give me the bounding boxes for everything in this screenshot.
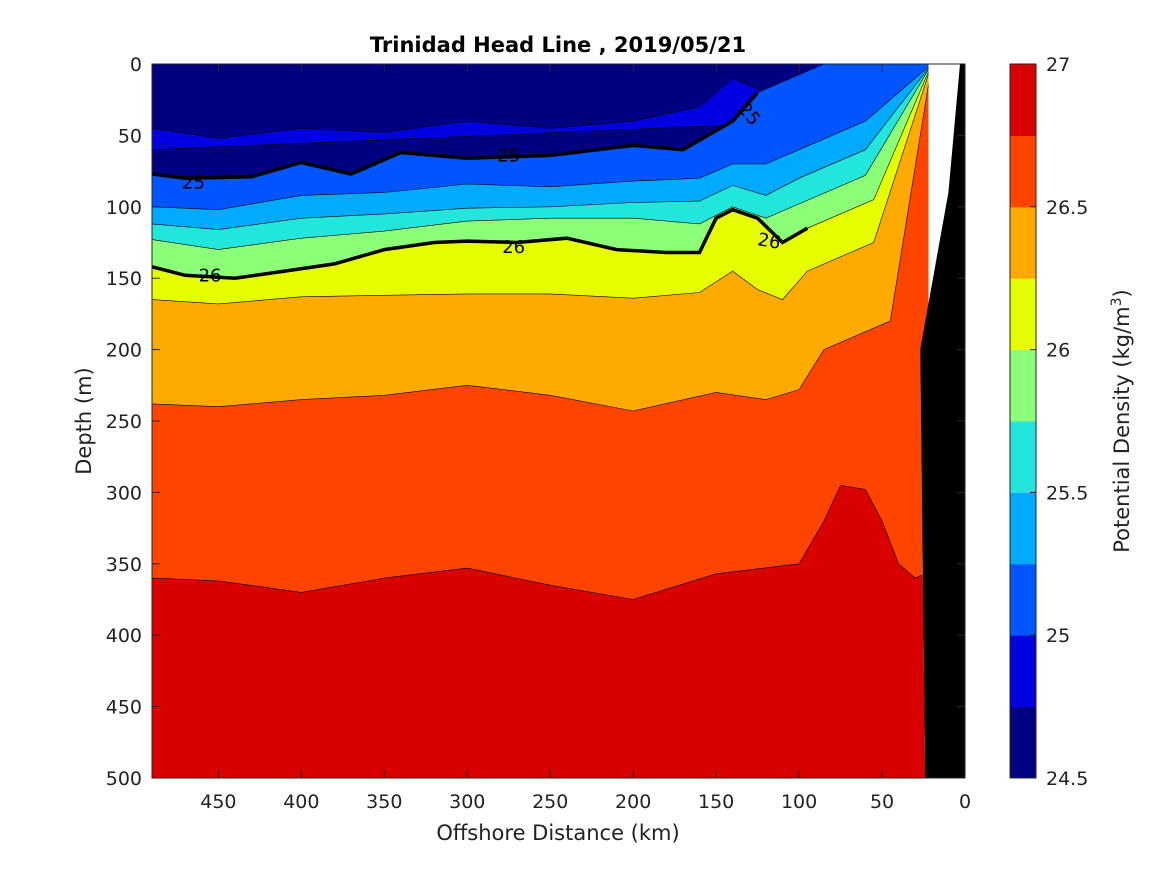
chart-title: Trinidad Head Line , 2019/05/21 bbox=[370, 33, 746, 57]
colorbar-tick-label: 25 bbox=[1046, 625, 1070, 647]
y-tick-label: 100 bbox=[106, 197, 142, 219]
colorbar-tick-label: 24.5 bbox=[1046, 768, 1088, 790]
colorbar-swatch bbox=[1010, 563, 1036, 636]
colorbar-swatch bbox=[1010, 706, 1036, 779]
y-tick-label: 300 bbox=[106, 482, 142, 504]
y-tick-label: 250 bbox=[106, 411, 142, 433]
colorbar-frame bbox=[1009, 63, 1037, 779]
colorbar-tick-label: 26 bbox=[1046, 340, 1070, 362]
contour-line-26 bbox=[152, 207, 809, 280]
colorbar-swatch bbox=[1010, 135, 1036, 208]
colorbar-tick-label: 27 bbox=[1046, 54, 1070, 76]
colorbar-label-main: Potential Density (kg/m bbox=[1110, 306, 1134, 552]
y-axis: 0 50 100 150 200 250 300 350 400 450 500 bbox=[106, 54, 965, 790]
contour-label-26: 26 bbox=[199, 265, 222, 286]
colorbar-swatch bbox=[1010, 278, 1036, 351]
y-tick-label: 450 bbox=[106, 697, 142, 719]
x-tick-label: 300 bbox=[449, 791, 485, 813]
y-tick-label: 400 bbox=[106, 625, 142, 647]
y-tick-label: 200 bbox=[106, 340, 142, 362]
colorbar-label: Potential Density (kg/m3) bbox=[1109, 289, 1134, 553]
contour-line-25 bbox=[152, 91, 759, 180]
contour-label-25: 25 bbox=[497, 145, 520, 166]
contour-label-26: 26 bbox=[502, 237, 525, 258]
colorbar: 27 26.5 26 25.5 25 24.5 bbox=[1009, 54, 1088, 790]
colorbar-tick-label: 25.5 bbox=[1046, 482, 1088, 504]
colorbar-swatch bbox=[1010, 64, 1036, 136]
contour-label-26: 26 bbox=[756, 229, 782, 254]
y-tick-label: 0 bbox=[130, 54, 142, 76]
seafloor bbox=[920, 64, 965, 778]
x-axis-label: Offshore Distance (km) bbox=[436, 821, 679, 845]
x-tick-label: 450 bbox=[200, 791, 236, 813]
contour-lines bbox=[152, 64, 965, 778]
x-tick-label: 400 bbox=[283, 791, 319, 813]
colorbar-swatch bbox=[1010, 635, 1036, 708]
y-tick-label: 150 bbox=[106, 268, 142, 290]
colorbar-label-close: ) bbox=[1110, 289, 1134, 297]
y-axis-label: Depth (m) bbox=[72, 367, 96, 474]
x-tick-label: 150 bbox=[698, 791, 734, 813]
x-tick-label: 350 bbox=[366, 791, 402, 813]
y-tick-label: 350 bbox=[106, 554, 142, 576]
contour-fills bbox=[152, 64, 965, 778]
x-tick-label: 0 bbox=[959, 791, 971, 813]
y-tick-label: 500 bbox=[106, 768, 142, 790]
x-tick-label: 250 bbox=[532, 791, 568, 813]
contour-label-25: 25 bbox=[182, 173, 205, 194]
colorbar-swatch bbox=[1010, 206, 1036, 279]
colorbar-swatch bbox=[1010, 421, 1036, 493]
x-tick-label: 100 bbox=[781, 791, 817, 813]
x-tick-label: 50 bbox=[870, 791, 894, 813]
colorbar-tick-label: 26.5 bbox=[1046, 197, 1088, 219]
colorbar-swatch bbox=[1010, 349, 1036, 422]
colorbar-label-superscript: 3 bbox=[1109, 297, 1125, 306]
x-tick-label: 200 bbox=[615, 791, 651, 813]
y-tick-label: 50 bbox=[118, 125, 142, 147]
colorbar-swatch bbox=[1010, 492, 1036, 565]
